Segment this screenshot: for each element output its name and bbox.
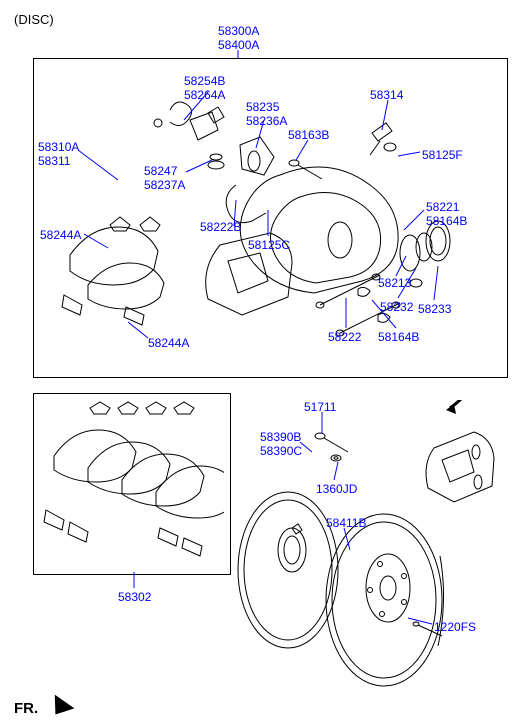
leader-lines <box>0 0 529 727</box>
fr-label: FR. <box>14 700 38 717</box>
